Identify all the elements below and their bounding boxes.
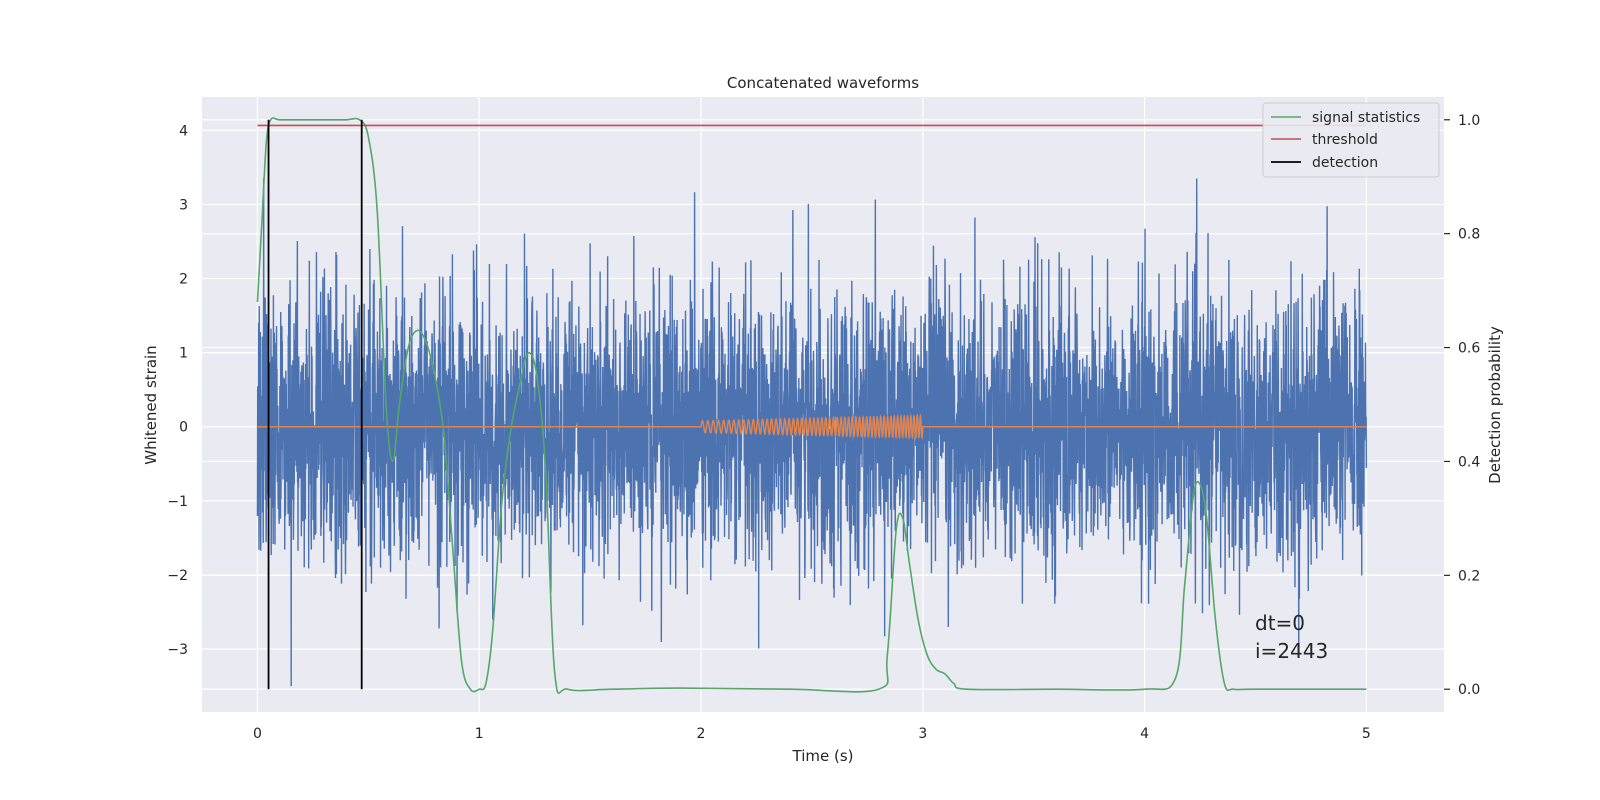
y-tick-label: −3	[167, 642, 188, 658]
y-right-tick-label: 0.6	[1458, 341, 1480, 357]
annotation-dt: dt=0	[1255, 611, 1305, 635]
legend-label-threshold: threshold	[1312, 132, 1378, 148]
legend-label-signal-statistics: signal statistics	[1312, 110, 1420, 126]
y-tick-label: 2	[179, 272, 188, 288]
y-tick-label: −1	[167, 494, 188, 510]
legend-box	[1262, 102, 1440, 178]
y-right-tick-label: 0.8	[1458, 227, 1480, 243]
y-right-axis-label: Detection probability	[1486, 326, 1504, 484]
x-axis-label: Time (s)	[792, 747, 854, 765]
injection-series	[257, 412, 1367, 441]
strain-series	[256, 178, 1368, 687]
signal-statistics-series	[256, 117, 1367, 694]
y-axis-ticks: −3 −2 −1 0 1 2 3 4	[167, 123, 188, 658]
x-tick-label: 2	[697, 726, 706, 742]
y-tick-label: 4	[179, 123, 188, 139]
y-tick-label: 1	[179, 346, 188, 362]
y-right-tick-label: 0.4	[1458, 454, 1480, 470]
injection-line	[257, 412, 1367, 441]
x-tick-label: 0	[253, 726, 262, 742]
y-right-tick-label: 0.0	[1458, 682, 1480, 698]
x-tick-label: 5	[1362, 726, 1371, 742]
annotation-index: i=2443	[1255, 639, 1328, 663]
x-tick-label: 4	[1140, 726, 1149, 742]
x-tick-label: 3	[918, 726, 927, 742]
y-tick-label: −2	[167, 568, 188, 584]
y-axis-label: Whitened strain	[142, 345, 160, 464]
chart-title: Concatenated waveforms	[727, 74, 919, 92]
signal-statistics-line	[256, 117, 1367, 694]
x-axis-ticks: 0 1 2 3 4 5	[253, 726, 1371, 742]
legend: signal statistics threshold detection	[1262, 102, 1440, 178]
y-right-tick-label: 1.0	[1458, 113, 1480, 129]
y-tick-label: 3	[179, 197, 188, 213]
y-tick-label: 0	[179, 420, 188, 436]
detection-series	[267, 119, 363, 690]
strain-line	[256, 178, 1368, 687]
x-tick-label: 1	[475, 726, 484, 742]
y-right-tick-label: 0.2	[1458, 568, 1480, 584]
y-right-axis-ticks: 0.0 0.2 0.4 0.6 0.8 1.0	[1444, 113, 1480, 698]
legend-label-detection: detection	[1312, 155, 1378, 171]
